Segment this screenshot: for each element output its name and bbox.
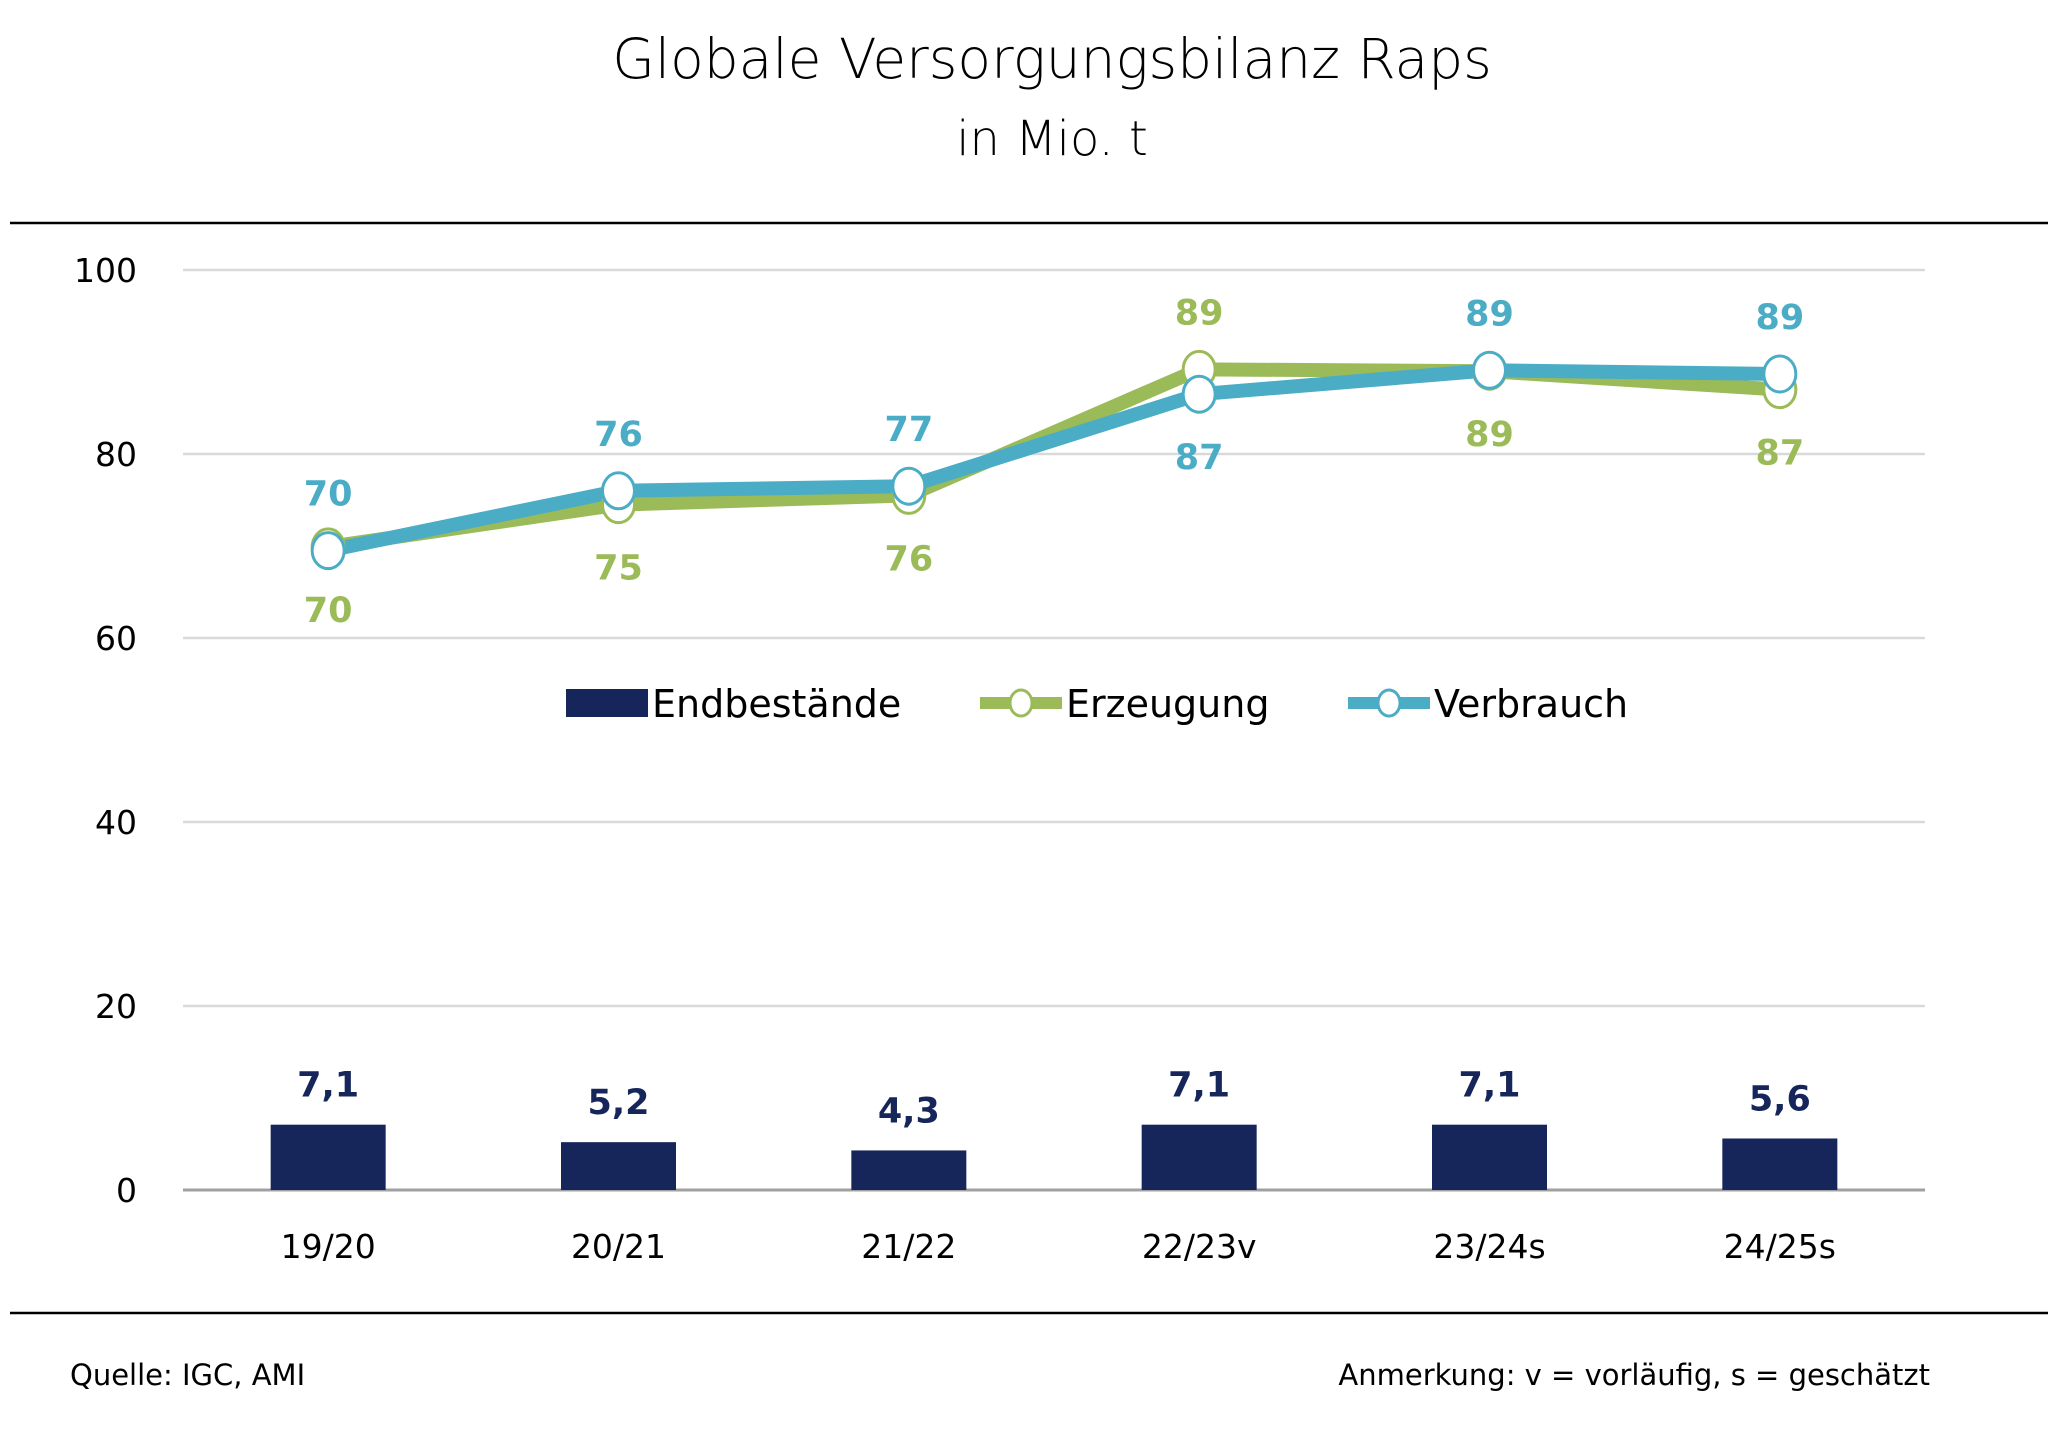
bar xyxy=(270,1124,386,1190)
line-data-label: 87 xyxy=(1755,434,1804,474)
x-axis-ticks: 19/20 20/21 21/22 22/23v 23/24s 24/25s xyxy=(281,1227,1836,1266)
chart-title: Globale Versorgungsbilanz Raps xyxy=(612,27,1492,91)
x-tick-label: 24/25s xyxy=(1724,1227,1836,1266)
legend-label: Verbrauch xyxy=(1434,682,1628,726)
bar-data-label: 5,2 xyxy=(587,1083,649,1123)
line-data-label: 89 xyxy=(1465,294,1514,334)
line-erzeugung xyxy=(327,362,1781,554)
y-tick-label: 0 xyxy=(116,1171,137,1210)
line-marker xyxy=(601,471,636,511)
bar-data-label: 4,3 xyxy=(878,1091,940,1131)
bar-data-label: 7,1 xyxy=(1168,1066,1230,1106)
y-tick-label: 40 xyxy=(95,803,137,842)
source-note: Quelle: IGC, AMI xyxy=(70,1358,305,1392)
legend-swatch-bar xyxy=(566,689,648,717)
y-tick-label: 60 xyxy=(95,619,137,658)
bar-data-label: 7,1 xyxy=(1458,1066,1520,1106)
gridlines xyxy=(183,268,1925,1192)
line-data-label: 77 xyxy=(884,410,933,450)
line-data-label: 75 xyxy=(594,549,643,589)
y-tick-label: 20 xyxy=(95,987,137,1026)
line-verbrauch xyxy=(326,363,1780,558)
line-data-label: 76 xyxy=(884,539,933,579)
line-data-label: 70 xyxy=(304,475,353,515)
line-marker xyxy=(1762,354,1798,394)
x-tick-label: 20/21 xyxy=(571,1227,666,1266)
line-data-label: 70 xyxy=(304,591,353,631)
legend: Endbestände Erzeugung Verbrauch xyxy=(566,682,1628,726)
line-data-label: 89 xyxy=(1465,415,1514,455)
line-data-label: 89 xyxy=(1755,298,1804,338)
bar xyxy=(1141,1124,1257,1190)
y-tick-label: 100 xyxy=(74,251,137,290)
line-marker xyxy=(891,466,927,506)
legend-swatch-marker xyxy=(1376,688,1402,718)
line-marker xyxy=(310,531,346,571)
bar xyxy=(561,1142,676,1190)
legend-label: Endbestände xyxy=(652,682,901,726)
x-tick-label: 23/24s xyxy=(1433,1227,1545,1266)
line-marker xyxy=(1181,374,1217,414)
legend-swatch-marker xyxy=(1008,688,1034,718)
line-data-label: 76 xyxy=(594,415,643,455)
bar xyxy=(851,1150,967,1190)
x-tick-label: 22/23v xyxy=(1142,1227,1257,1266)
annotation-note: Anmerkung: v = vorläufig, s = geschätzt xyxy=(1338,1358,1930,1392)
y-tick-label: 80 xyxy=(95,435,137,474)
bar-series-endbestaende xyxy=(270,1124,1838,1190)
legend-label: Erzeugung xyxy=(1066,682,1269,726)
x-tick-label: 21/22 xyxy=(861,1227,956,1266)
bar-data-label: 7,1 xyxy=(297,1066,359,1106)
bar-data-label: 5,6 xyxy=(1749,1079,1811,1119)
line-data-label: 89 xyxy=(1175,293,1224,333)
bar xyxy=(1722,1138,1838,1190)
chart-subtitle: in Mio. t xyxy=(956,111,1148,167)
bar xyxy=(1432,1124,1547,1190)
line-data-label: 87 xyxy=(1175,438,1224,478)
data-labels: 7,1 5,2 4,3 7,1 7,1 5,6 70 75 76 89 89 87 70 76 77 87 89… xyxy=(297,293,1811,1131)
line-marker xyxy=(1472,350,1507,390)
y-axis-ticks: 0 20 40 60 80 100 xyxy=(74,251,137,1210)
line-series xyxy=(310,349,1798,571)
x-tick-label: 19/20 xyxy=(281,1227,376,1266)
